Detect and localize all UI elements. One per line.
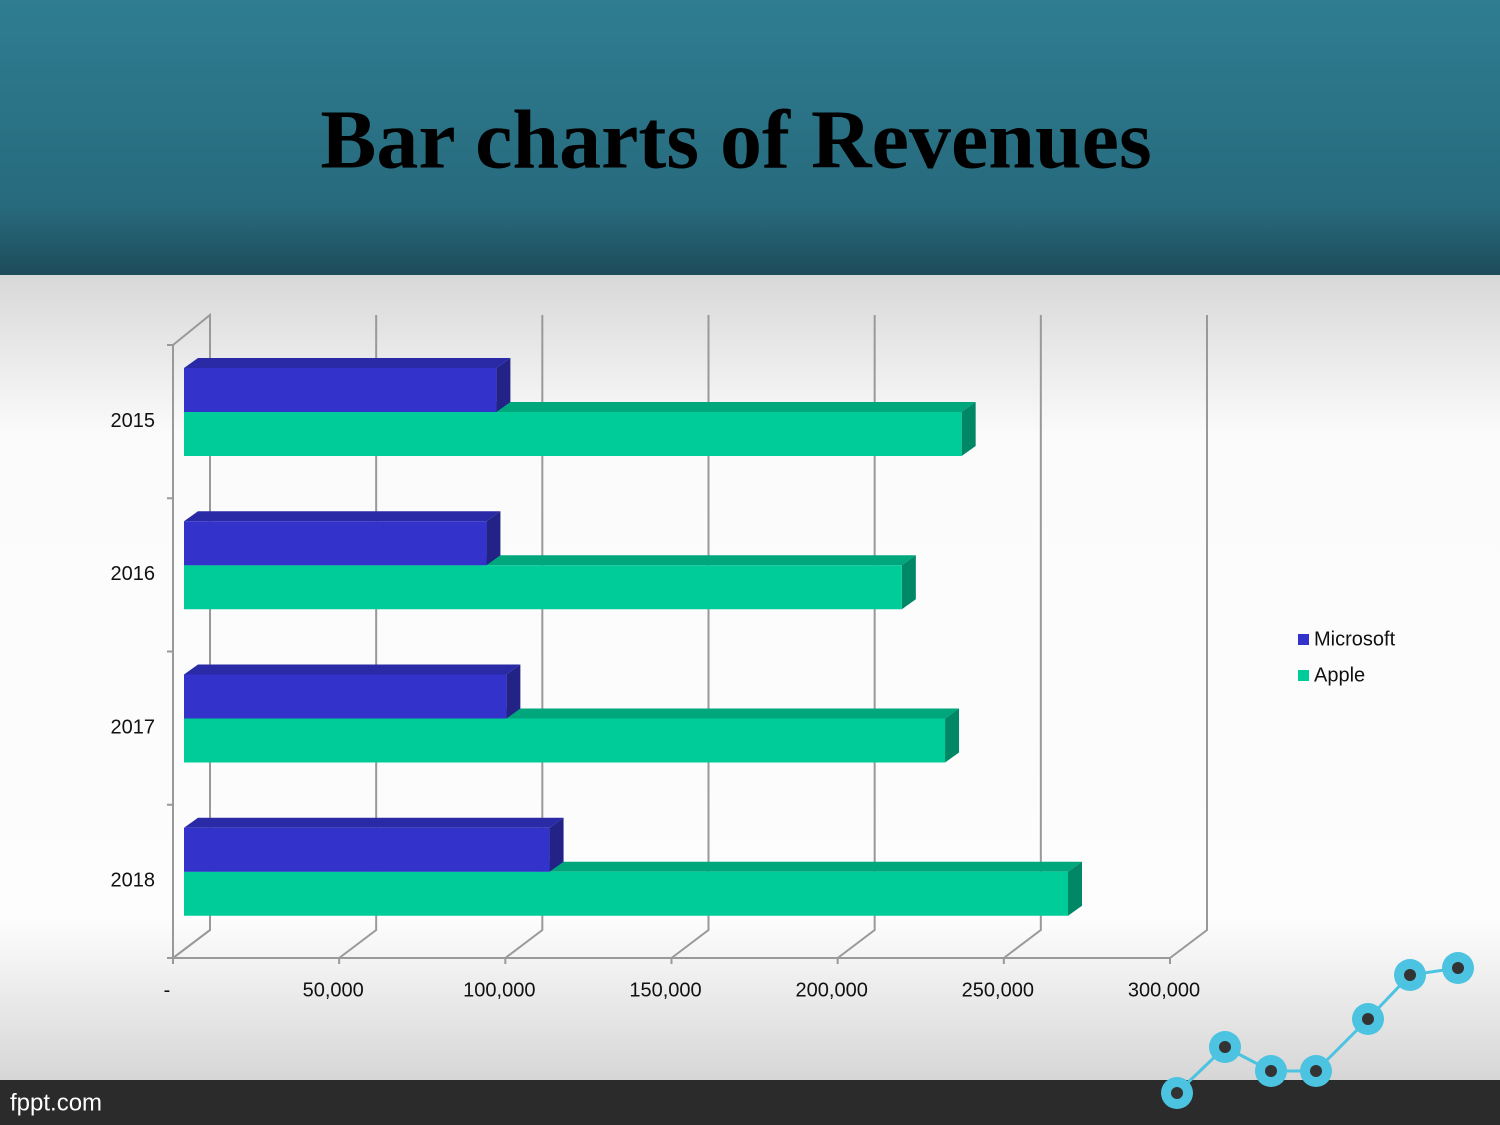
bar [184, 708, 960, 763]
y-tick-label: 2018 [111, 870, 156, 892]
bar-front [184, 565, 902, 610]
header-band [0, 0, 1500, 275]
bar-front [184, 718, 946, 763]
slide-title: Bar charts of Revenues [320, 93, 1151, 186]
footer-text: fppt.com [10, 1089, 102, 1116]
grid-line [1003, 315, 1042, 959]
x-tick-label: - [164, 979, 171, 1001]
bar-side [549, 817, 564, 872]
grid-line [670, 315, 710, 959]
bar-front [184, 674, 507, 719]
deco-dot-core [1362, 1013, 1374, 1025]
footer-band [0, 1080, 1500, 1125]
bar-front [184, 368, 497, 412]
deco-dot-core [1452, 962, 1464, 974]
bar [184, 817, 564, 872]
bar-top [184, 511, 501, 522]
grid-line [504, 315, 544, 959]
bar-top [184, 817, 564, 828]
bar-top [184, 664, 521, 675]
x-tick-label: 200,000 [796, 979, 868, 1001]
y-tick-label: 2017 [111, 716, 156, 738]
deco-dot-core [1219, 1041, 1231, 1053]
bar [184, 358, 511, 412]
bar-front [184, 521, 487, 566]
deco-dots [1161, 952, 1474, 1109]
x-tick-label: 250,000 [962, 979, 1034, 1001]
grid-line [1169, 315, 1208, 959]
deco-dot-core [1310, 1065, 1322, 1077]
bar-side [1068, 861, 1083, 916]
deco-dot-core [1171, 1087, 1183, 1099]
grid-line [837, 315, 876, 959]
x-tick-label: 150,000 [629, 979, 701, 1001]
bar-side [506, 664, 521, 719]
bar-side [945, 708, 960, 763]
bar-front [184, 871, 1069, 916]
bar-top [184, 358, 511, 368]
legend-swatch [1298, 634, 1309, 645]
y-tick-label: 2015 [111, 410, 156, 432]
bar [184, 511, 501, 566]
bar [184, 664, 521, 719]
bar [184, 555, 916, 610]
legend-label: Apple [1314, 664, 1365, 686]
bar-front [184, 827, 550, 872]
bar-front [184, 412, 962, 456]
chart: - 50,000 100,000 150,000 200,000 250,000 300,0… [111, 312, 1396, 1001]
y-tick-label: 2016 [111, 563, 156, 585]
legend-label: Microsoft [1314, 628, 1396, 650]
bar-side [961, 402, 976, 456]
bar-side [486, 511, 501, 566]
bar-side [496, 358, 511, 412]
deco-dot-core [1404, 969, 1416, 981]
x-tick-label: 300,000 [1128, 979, 1200, 1001]
bar-side [901, 555, 916, 610]
x-tick-label: 100,000 [463, 979, 535, 1001]
x-tick-label: 50,000 [303, 979, 364, 1001]
deco-dot-core [1265, 1065, 1277, 1077]
legend-swatch [1298, 670, 1309, 681]
